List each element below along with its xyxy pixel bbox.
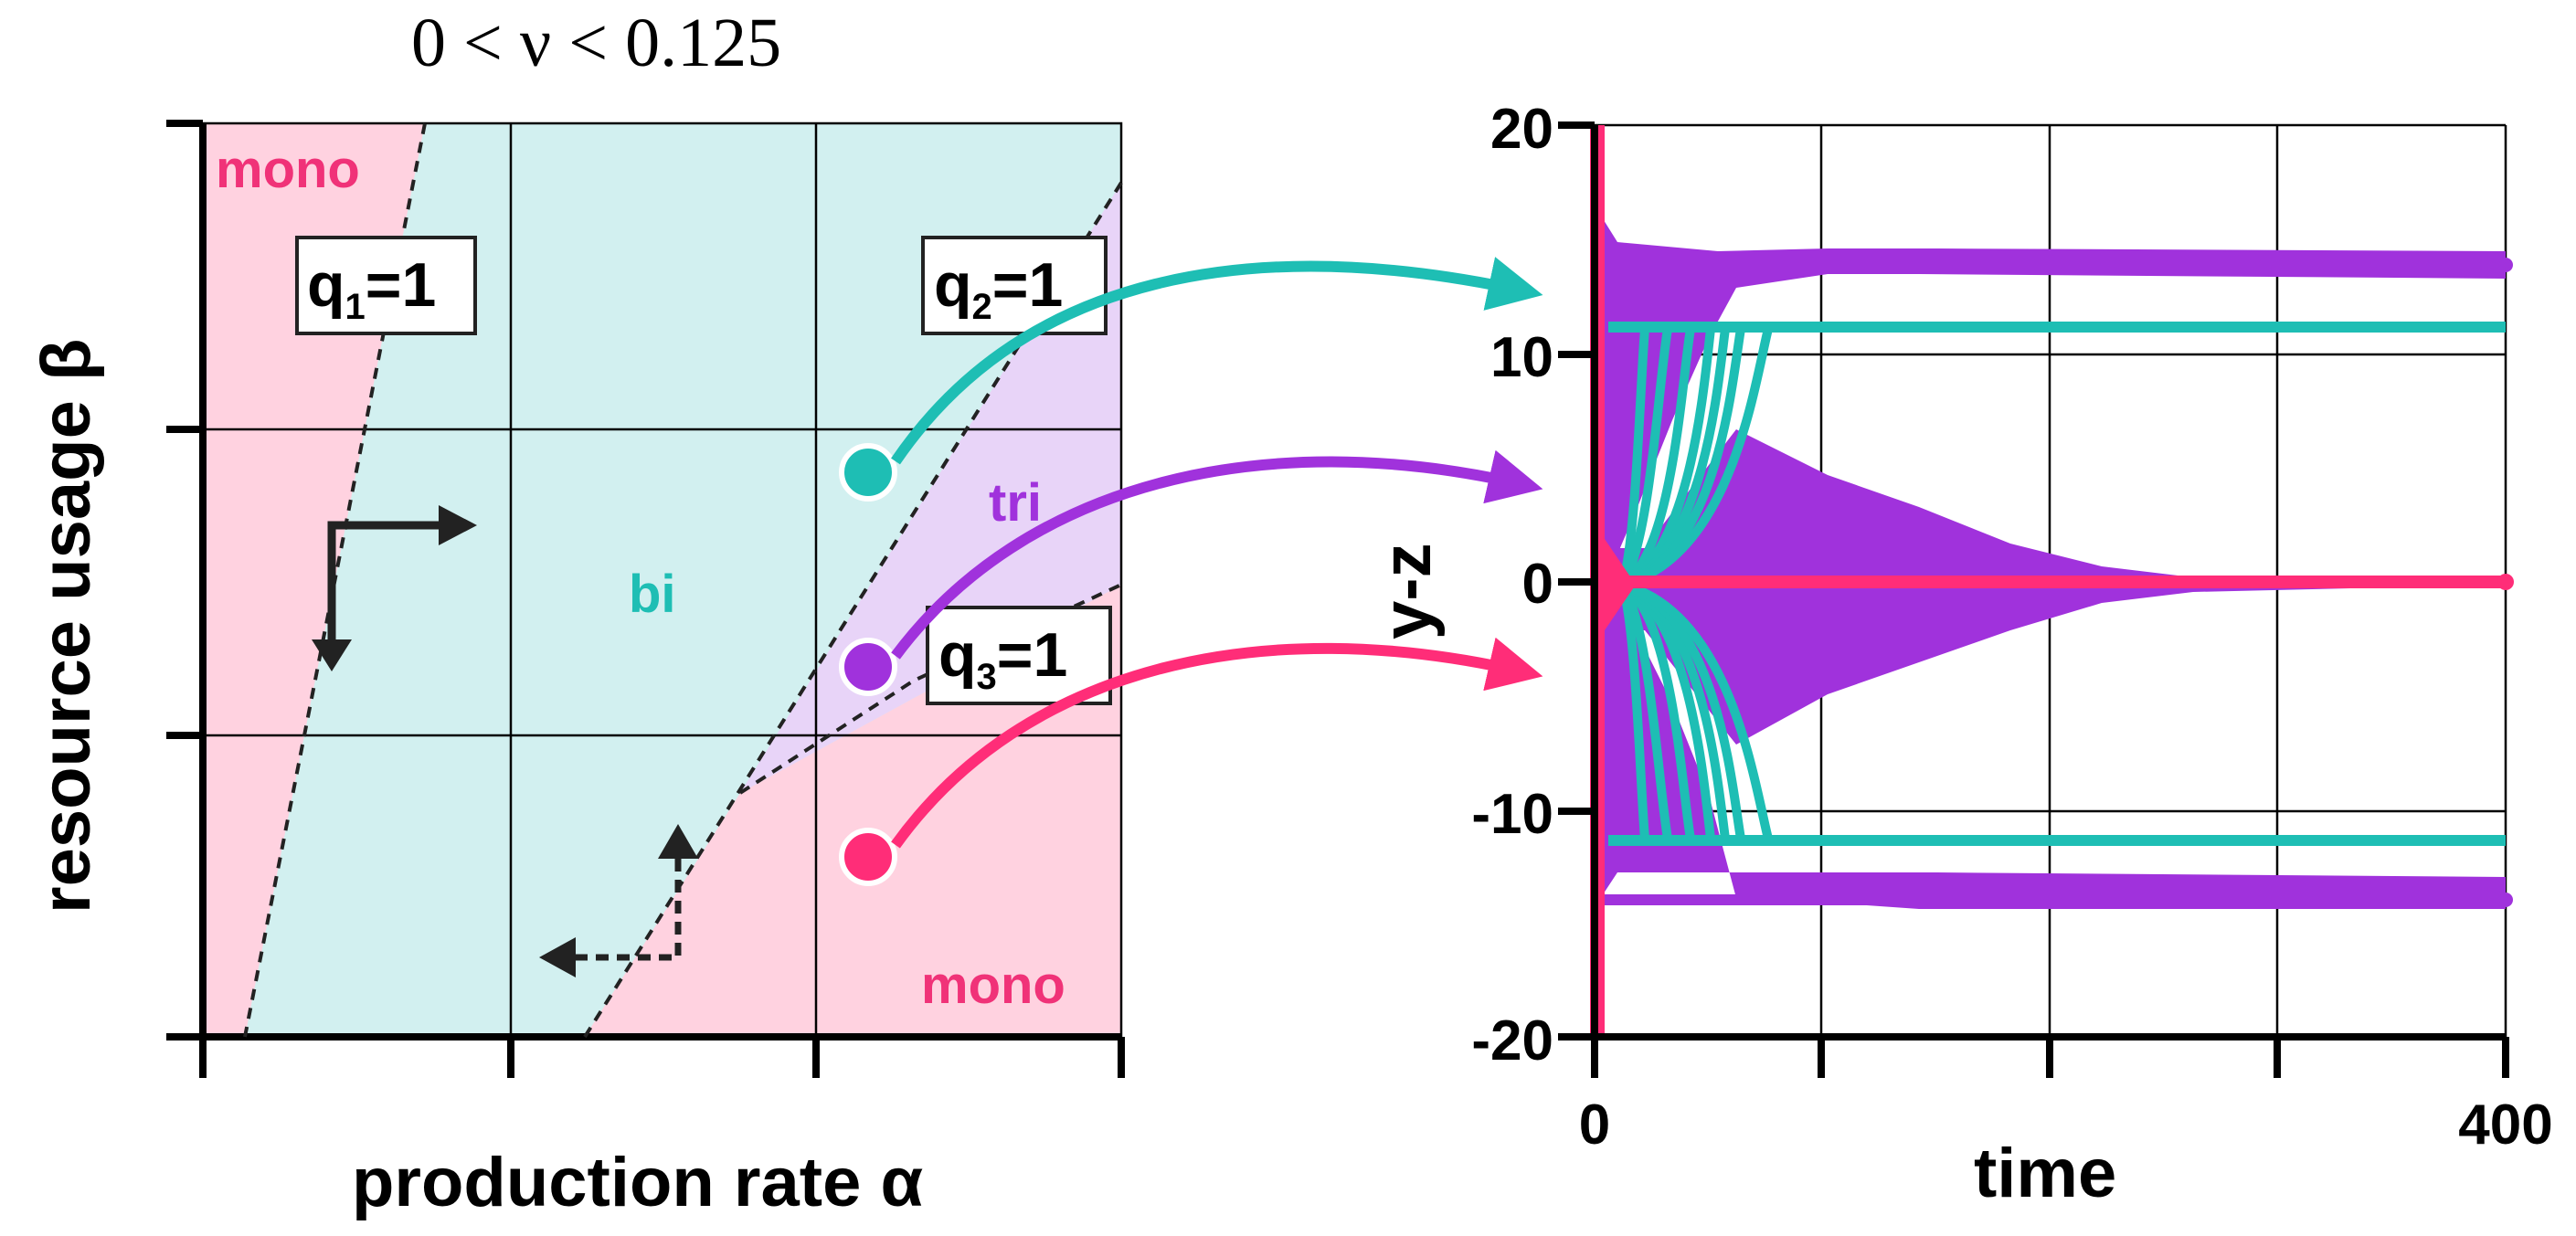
q1-base: q xyxy=(307,250,345,320)
timeseries-xlabel: time xyxy=(1974,1135,2116,1212)
ytick-neg10: -10 xyxy=(1471,783,1553,846)
q3-label: q3=1 xyxy=(926,606,1112,705)
region-label-mono-top: mono xyxy=(216,140,360,199)
mono-end-zero xyxy=(2497,574,2514,590)
svg-text:q1=1: q1=1 xyxy=(307,250,436,327)
q3-base: q xyxy=(938,620,977,690)
region-mono-left-fill xyxy=(203,123,425,1037)
ytick-0: 0 xyxy=(1522,553,1553,616)
direction-arrows-solid xyxy=(312,505,477,671)
q3-rest: =1 xyxy=(997,620,1068,690)
q3-sub: 3 xyxy=(977,657,997,697)
svg-text:q3=1: q3=1 xyxy=(938,620,1067,697)
timeseries-axes xyxy=(1558,121,2509,1078)
q2-label: q2=1 xyxy=(921,236,1108,335)
timeseries-plot: 20 10 0 -10 -20 0 400 time y-z xyxy=(1368,98,2553,1212)
ytick-20: 20 xyxy=(1490,98,1553,161)
q1-label: q1=1 xyxy=(295,236,477,335)
region-label-mono-bottom: mono xyxy=(921,956,1065,1015)
connector-arrows xyxy=(891,257,1543,849)
phase-title: 0 < ν < 0.125 xyxy=(411,5,781,81)
tri-end-top xyxy=(2498,258,2513,272)
mono-sample-point xyxy=(839,828,897,886)
q1-sub: 1 xyxy=(345,287,366,327)
tri-end-bottom xyxy=(2498,893,2513,907)
svg-text:q2=1: q2=1 xyxy=(934,250,1063,327)
phase-ylabel: resource usage β xyxy=(27,339,105,914)
mono-connector xyxy=(891,637,1543,849)
q1-rest: =1 xyxy=(366,250,437,320)
q2-base: q xyxy=(934,250,972,320)
q2-boundary-line xyxy=(583,181,1123,1039)
q2-sub: 2 xyxy=(972,287,992,327)
timeseries-ylabel: y-z xyxy=(1368,543,1446,639)
phase-axes xyxy=(166,120,1125,1078)
bi-connector xyxy=(891,257,1543,465)
xtick-0: 0 xyxy=(1579,1093,1610,1157)
region-label-bi: bi xyxy=(629,565,676,624)
tri-sample-point xyxy=(839,638,897,696)
xtick-400: 400 xyxy=(2458,1093,2552,1157)
bi-sample-point xyxy=(839,443,897,502)
tri-connector xyxy=(891,449,1543,660)
direction-arrows-dashed xyxy=(539,824,698,977)
q2-rest: =1 xyxy=(992,250,1064,320)
bi-traces xyxy=(1608,322,2506,846)
phase-diagram: 0 < ν < 0.125 xyxy=(27,5,1125,1221)
tri-envelope-lower xyxy=(1595,585,2506,909)
phase-xlabel: production rate α xyxy=(352,1144,923,1221)
region-label-tri: tri xyxy=(989,473,1042,533)
ytick-neg20: -20 xyxy=(1471,1009,1553,1072)
ytick-10: 10 xyxy=(1490,326,1553,389)
